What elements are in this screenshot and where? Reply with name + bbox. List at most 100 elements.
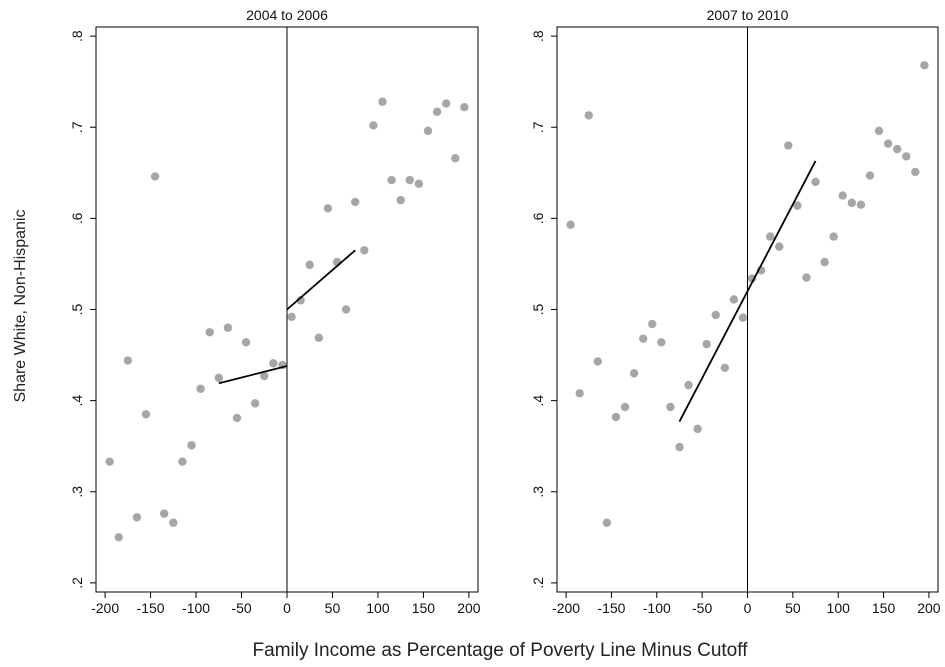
x-tick-label: -200 (552, 600, 580, 616)
data-point (341, 305, 351, 314)
data-point (802, 273, 811, 282)
x-tick-label: -50 (231, 600, 251, 616)
data-point (187, 441, 196, 450)
data-point (114, 533, 123, 542)
data-point (883, 139, 893, 148)
panel-2007-2010: 2007 to 2010 -200 -150 -100 -50 0 50 100 150 200.… (530, 7, 941, 616)
data-point (441, 99, 451, 108)
data-point (369, 121, 378, 130)
y-axis-label: Share White, Non-Hispanic (12, 210, 29, 403)
panel-title: 2007 to 2010 (707, 7, 789, 23)
data-point (323, 204, 333, 213)
data-point (414, 179, 424, 188)
data-point (260, 371, 269, 381)
x-tick-label: -200 (91, 600, 119, 616)
data-point (584, 111, 593, 120)
data-point (150, 172, 160, 181)
x-tick-label: -150 (137, 600, 165, 616)
x-tick-label: 0 (283, 600, 291, 616)
x-tick-label: 0 (744, 600, 752, 616)
data-point (638, 334, 648, 343)
data-point (132, 513, 142, 522)
y-tick-label: .3 (530, 486, 546, 498)
data-point (829, 232, 838, 241)
data-point (575, 389, 584, 398)
data-point (223, 323, 233, 332)
data-point (178, 457, 187, 466)
data-point (911, 167, 920, 177)
data-point (838, 191, 847, 200)
data-point (702, 339, 711, 349)
data-point (602, 518, 612, 527)
data-point (793, 201, 802, 210)
data-point (241, 338, 251, 347)
y-tick-label: .8 (530, 30, 546, 42)
data-point (378, 97, 387, 106)
data-point (684, 380, 693, 390)
data-point (729, 295, 739, 304)
data-point (765, 232, 775, 241)
data-point (784, 141, 793, 150)
data-point (820, 257, 829, 267)
data-point (620, 402, 630, 412)
data-point (196, 384, 205, 393)
x-tick-label: -150 (597, 600, 625, 616)
y-tick-label: .8 (69, 30, 85, 42)
y-tick-label: .6 (530, 212, 546, 224)
y-tick-label: .3 (69, 486, 85, 498)
data-point (593, 357, 603, 366)
data-point (856, 200, 866, 209)
data-point (747, 274, 757, 283)
x-axis-label: Family Income as Percentage of Poverty L… (253, 640, 749, 661)
data-point (460, 102, 469, 112)
data-point (232, 413, 242, 423)
data-point (214, 373, 223, 383)
data-point (892, 144, 902, 154)
data-point (675, 442, 684, 452)
data-point (611, 412, 621, 422)
data-point (566, 220, 575, 229)
data-point (160, 509, 169, 518)
x-tick-label: 50 (325, 600, 341, 616)
x-tick-label: 150 (872, 600, 896, 616)
data-point (451, 154, 460, 163)
y-tick-label: .7 (69, 121, 85, 133)
x-tick-label: 100 (827, 600, 851, 616)
data-point (387, 175, 396, 185)
x-tick-label: -100 (182, 600, 210, 616)
data-point (423, 126, 433, 136)
x-tick-label: 200 (917, 600, 941, 616)
data-point (287, 312, 296, 321)
data-point (865, 171, 875, 180)
data-point (738, 313, 748, 322)
data-point (657, 338, 666, 347)
data-point (351, 197, 360, 207)
y-tick-label: .6 (69, 212, 85, 224)
data-point (405, 175, 414, 185)
y-tick-label: .2 (530, 577, 546, 589)
panel-2004-2006: 2004 to 2006 -200 -150 -100 -50 0 50 100 150 200.… (69, 7, 481, 616)
data-point (648, 319, 657, 329)
fit-line (218, 365, 288, 385)
y-tick-label: .5 (530, 303, 546, 315)
y-tick-label: .7 (530, 121, 546, 133)
data-point (902, 152, 911, 161)
data-point (305, 260, 314, 270)
data-point (169, 518, 178, 527)
data-point (250, 399, 260, 408)
data-point (432, 107, 442, 116)
y-tick-label: .2 (69, 577, 85, 589)
data-point (666, 402, 675, 412)
data-point (711, 310, 720, 320)
data-point (205, 328, 214, 337)
data-point (123, 356, 133, 365)
y-tick-label: .5 (69, 303, 85, 315)
data-point (269, 359, 278, 368)
data-point (693, 424, 702, 434)
x-tick-label: 100 (366, 600, 390, 616)
data-point (360, 246, 369, 255)
x-tick-label: -50 (692, 600, 712, 616)
x-tick-label: 50 (785, 600, 801, 616)
fit-line (678, 160, 817, 423)
